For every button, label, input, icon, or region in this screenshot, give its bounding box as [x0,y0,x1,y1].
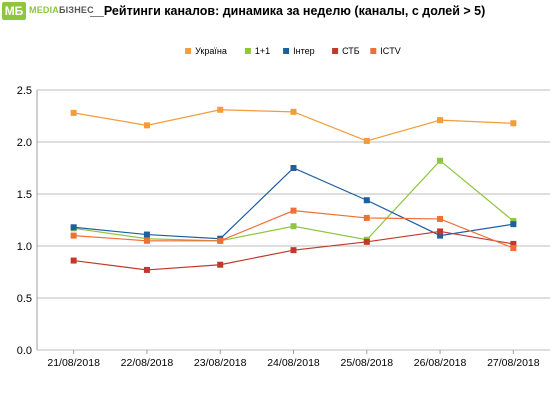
chart-title: __Рейтинги каналов: динамика за неделю (… [90,4,486,18]
data-point [437,228,444,235]
legend-swatch [370,48,377,54]
data-point [510,240,517,247]
legend-swatch [332,48,339,54]
data-point [217,261,224,268]
data-point [70,232,77,239]
legend-label: 1+1 [255,46,270,56]
brand-part1: MEDIA [29,5,59,15]
data-point [437,157,444,164]
data-point [363,197,370,204]
y-tick-label: 2.0 [17,137,32,149]
data-point [70,224,77,231]
brand-part2: БІЗНЕС [59,5,94,15]
x-tick-label: 27/08/2018 [487,357,540,369]
data-point [363,137,370,144]
data-point [217,237,224,244]
data-point [290,165,297,171]
data-point [143,231,150,238]
legend-label: Україна [195,46,227,56]
chart-header: МБ MEDIAБІЗНЕС __Рейтинги каналов: динам… [0,0,560,22]
x-tick-label: 25/08/2018 [341,357,394,369]
brand-name: MEDIAБІЗНЕС [29,4,94,16]
y-tick-label: 0.5 [17,293,32,305]
data-point [217,106,224,113]
data-point [290,207,297,214]
legend-swatch [185,48,192,54]
data-point [70,257,77,264]
legend-swatch [283,48,290,54]
data-point [70,109,77,116]
data-point [510,221,517,228]
x-tick-label: 21/08/2018 [47,357,100,369]
data-point [437,117,444,124]
data-point [290,247,297,254]
legend-swatch [244,48,251,54]
legend-label: Інтер [293,46,315,56]
data-point [363,238,370,245]
y-tick-label: 1.0 [17,241,32,253]
data-point [290,108,297,115]
x-tick-label: 22/08/2018 [121,357,174,369]
data-point [290,223,297,230]
data-point [143,237,150,244]
mediabiznes-logo: МБ [2,2,26,20]
data-point [363,214,370,221]
data-point [437,215,444,222]
data-point [143,122,150,129]
x-tick-label: 23/08/2018 [194,357,247,369]
data-point [510,218,517,225]
y-tick-label: 2.5 [17,85,32,97]
x-tick-label: 26/08/2018 [414,357,467,369]
x-tick-label: 24/08/2018 [267,357,320,369]
legend-label: ICTV [380,46,401,56]
y-tick-label: 0.0 [17,345,32,357]
y-tick-label: 1.5 [17,189,32,201]
legend-label: СТБ [342,46,360,56]
data-point [510,120,517,127]
series-line [73,210,514,249]
data-point [437,232,444,239]
data-point [510,245,517,252]
data-point [143,266,150,273]
